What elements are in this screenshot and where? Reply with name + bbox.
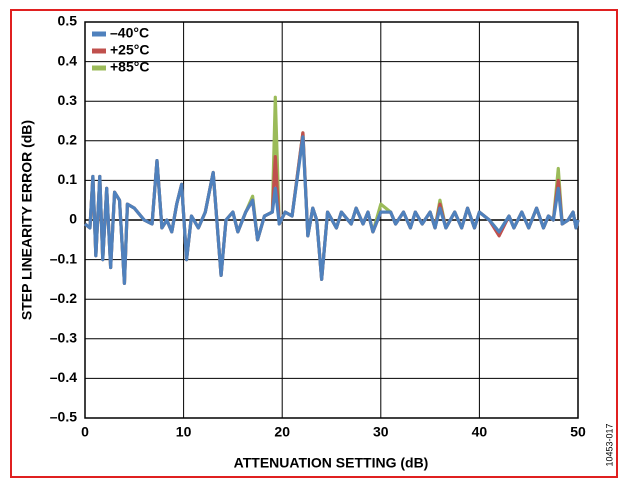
x-tick-label: 10 [176,424,192,440]
legend-swatch [92,31,106,37]
x-axis-label: ATTENUATION SETTING (dB) [234,455,429,471]
y-tick-label: –0.5 [50,409,77,425]
legend-label: +25°C [110,42,149,58]
x-tick-label: 50 [570,424,586,440]
frame [10,9,618,478]
y-tick-label: –0.1 [50,250,77,266]
figure-id: 10453-017 [604,423,614,466]
series-line [83,135,580,285]
legend-swatch [92,48,106,54]
y-tick-label: 0.3 [58,92,78,108]
x-tick-label: 30 [373,424,389,440]
legend-label: +85°C [110,59,149,75]
y-tick-label: 0.5 [58,13,78,29]
y-axis-label: STEP LINEARITY ERROR (dB) [19,120,35,320]
y-tick-label: 0 [69,211,77,227]
x-tick-label: 0 [81,424,89,440]
y-tick-label: –0.2 [50,290,77,306]
y-tick-label: –0.3 [50,330,77,346]
legend-swatch [92,65,106,71]
y-tick-label: 0.4 [58,52,78,68]
x-tick-label: 40 [472,424,488,440]
y-tick-label: 0.1 [58,171,78,187]
x-tick-label: 20 [274,424,290,440]
y-tick-label: 0.2 [58,132,78,148]
legend-label: –40°C [110,25,149,41]
y-tick-label: –0.4 [50,369,77,385]
